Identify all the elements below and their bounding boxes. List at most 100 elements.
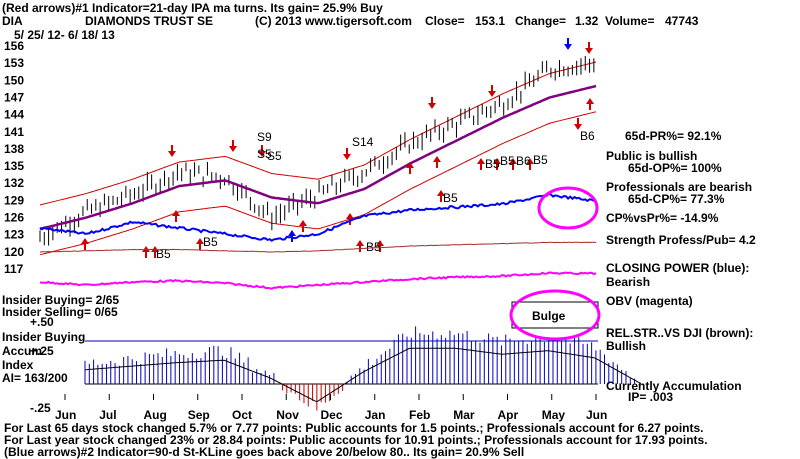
insider-selling: Insider Selling= 0/65 — [2, 305, 118, 319]
arrow-head — [406, 162, 414, 168]
red-up-arrow — [142, 246, 150, 258]
signal-b5f: B5 — [500, 154, 515, 168]
arrow-head — [196, 238, 204, 244]
upper-band — [39, 61, 597, 206]
accum-ma-line — [84, 347, 642, 403]
arrow-head — [574, 124, 582, 130]
red-down-arrow — [488, 85, 496, 97]
x-tick-label: Jun — [55, 408, 76, 422]
change-label: Change= — [515, 14, 566, 28]
x-tick-label: Dec — [321, 408, 343, 422]
date-range: 5/ 25/ 12- 6/ 18/ 13 — [14, 28, 115, 42]
signal-b5c: B5 — [366, 240, 381, 254]
index-label: Index — [2, 358, 34, 372]
signal-b6a: B6 — [516, 154, 531, 168]
footer-line2: For Last year stock changed 23% or 28.84… — [4, 433, 708, 447]
red-up-arrow — [299, 220, 307, 232]
public-status: Public is bullish — [606, 149, 697, 163]
signal-s9: S9 — [257, 130, 272, 144]
arrow-head — [586, 98, 594, 104]
y-tick-label: 156 — [4, 39, 24, 53]
obv-line — [39, 271, 597, 290]
closing-power-line — [39, 192, 597, 242]
close-label: Close= — [425, 14, 465, 28]
relstr-line — [39, 241, 597, 253]
y-tick-label: 138 — [4, 142, 24, 156]
ma-line — [39, 84, 597, 231]
lower-band — [39, 111, 597, 256]
pr-65d: 65d-PR%= 92.1% — [625, 129, 722, 143]
x-tick-label: Feb — [409, 408, 430, 422]
arrow-head — [509, 158, 517, 164]
bulge-box — [511, 301, 599, 329]
x-tick-label: Jul — [99, 408, 116, 422]
x-tick-label: Jun — [586, 408, 607, 422]
arrow-head — [477, 158, 485, 164]
x-tick-label: Apr — [498, 408, 519, 422]
arrow-head — [493, 158, 501, 164]
arrow-head — [142, 246, 150, 252]
accum-plus25: +.25 — [30, 344, 54, 358]
close-value: 153.1 — [475, 14, 505, 28]
arrow-head — [376, 240, 384, 246]
arrow-head — [288, 230, 296, 236]
blue-down-arrow — [564, 38, 572, 50]
ip-value: IP= .003 — [628, 390, 673, 404]
professionals-status: Professionals are bearish — [606, 180, 752, 194]
red-up-arrow — [196, 238, 204, 250]
arrow-head — [168, 151, 176, 157]
x-tick-label: Sep — [188, 408, 210, 422]
closing-power-state: Bearish — [606, 275, 650, 289]
relstr-state: Bullish — [606, 339, 646, 353]
arrow-head — [428, 103, 436, 109]
arrow-head — [437, 190, 445, 196]
accum-histogram — [84, 326, 642, 411]
arrow-head — [299, 220, 307, 226]
red-up-arrow — [493, 158, 501, 170]
signal-b5b: B5 — [203, 235, 218, 249]
blue-up-arrow — [288, 230, 296, 242]
arrow-head — [343, 154, 351, 160]
obv-label: OBV (magenta) — [606, 294, 693, 308]
x-tick-label: May — [542, 408, 566, 422]
x-tick-label: Mar — [453, 408, 475, 422]
y-tick-label: 153 — [4, 56, 24, 70]
red-up-arrow — [433, 156, 441, 168]
y-tick-label: 126 — [4, 211, 24, 225]
cp-vs-pr: CP%vsPr%= -14.9% — [606, 211, 719, 225]
accum-label: Accum — [2, 344, 42, 358]
symbol: DIA — [2, 14, 23, 28]
arrow-head — [564, 44, 572, 50]
signal-s5: S5 — [257, 147, 272, 161]
arrow-head — [151, 246, 159, 252]
price-bars — [39, 55, 595, 246]
x-tick-label: Jan — [365, 408, 386, 422]
cp-highlight-ellipse — [537, 186, 599, 230]
signal-arrows — [81, 38, 594, 258]
red-down-arrow — [574, 118, 582, 130]
red-down-arrow — [258, 145, 266, 157]
change-value: 1.32 — [575, 14, 599, 28]
signal-b5d: B5 — [443, 191, 458, 205]
insider-buying: Insider Buying= 2/65 — [2, 293, 119, 307]
red-down-arrow — [229, 140, 237, 152]
strength-ratio: Strength Profess/Pub= 4.2 — [606, 233, 756, 247]
signal-b5e: B5 — [485, 157, 500, 171]
accum-plus50: +.50 — [30, 315, 54, 329]
red-up-arrow — [586, 98, 594, 110]
y-tick-label: 117 — [4, 262, 24, 276]
signal-s5b: S5 — [267, 149, 282, 163]
moving-average — [39, 84, 597, 231]
stock-name: DIAMONDS TRUST SE — [85, 14, 213, 28]
header-line1: (Red arrows)#1 Indicator=21-day IPA ma t… — [2, 1, 383, 15]
red-up-arrow — [356, 240, 364, 252]
red-up-arrow — [376, 240, 384, 252]
y-tick-label: 132 — [4, 176, 24, 190]
x-tick-label: Oct — [232, 408, 252, 422]
y-tick-label: 144 — [4, 108, 24, 122]
x-tick-label: Nov — [276, 408, 299, 422]
cp-65d: 65d-CP%= 77.3% — [628, 192, 725, 206]
y-tick-label: 147 — [4, 90, 24, 104]
y-tick-label: 141 — [4, 125, 24, 139]
arrow-head — [81, 238, 89, 244]
